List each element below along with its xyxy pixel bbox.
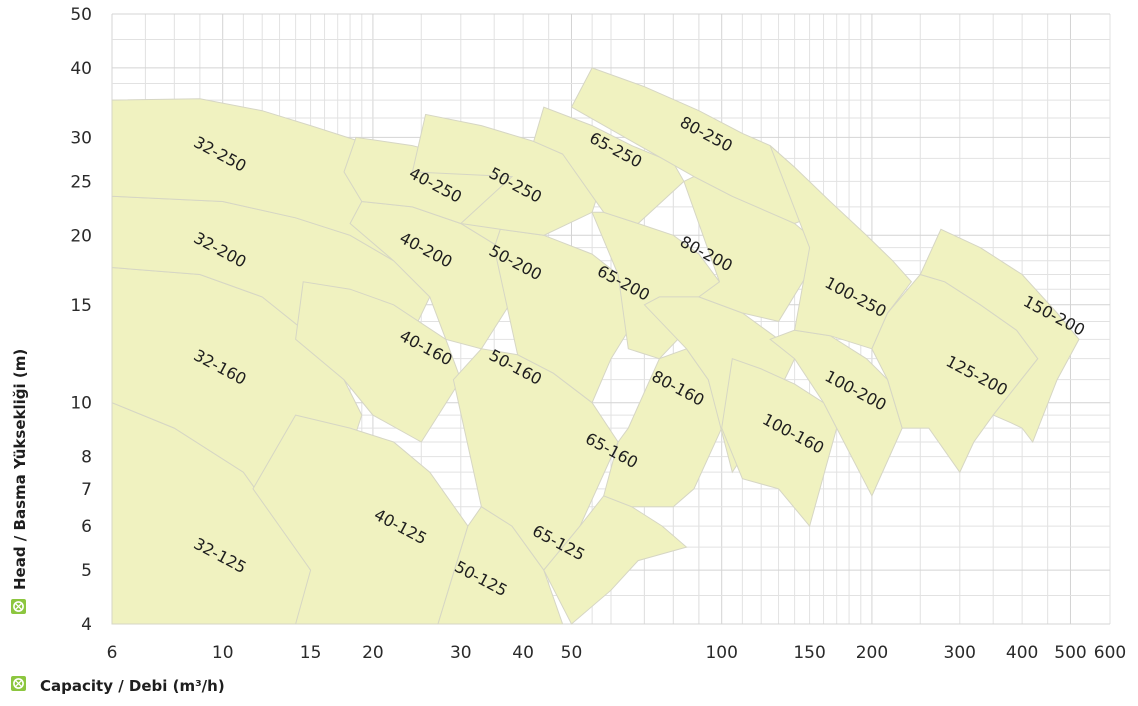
pump-region-65-250 (533, 106, 685, 225)
y-tick-label: 10 (70, 394, 92, 414)
y-axis-title: Head / Basma Yüksekliği (m) (11, 349, 29, 590)
pump-region-40-125 (252, 414, 469, 625)
pump-badge-icon-ring (13, 601, 24, 612)
x-tick-label: 6 (107, 643, 118, 663)
x-tick-label: 30 (450, 643, 472, 663)
pump-badge-icon-cross (14, 602, 23, 611)
y-axis-icon (11, 599, 26, 614)
y-tick-label: 50 (70, 5, 92, 25)
x-tick-label: 300 (944, 643, 976, 663)
pump-region-100-250 (769, 145, 913, 350)
x-tick-label: 50 (561, 643, 583, 663)
x-tick-label: 500 (1054, 643, 1086, 663)
x-tick-label: 200 (856, 643, 888, 663)
y-tick-label: 8 (81, 448, 92, 468)
pump-region-40-160 (295, 281, 462, 443)
y-tick-label: 25 (70, 172, 92, 192)
y-axis-title-group: Head / Basma Yüksekliği (m) (11, 349, 29, 590)
x-axis-icon (11, 676, 26, 691)
y-tick-label: 40 (70, 59, 92, 79)
x-tick-label: 150 (793, 643, 825, 663)
y-tick-label: 4 (81, 615, 92, 635)
x-tick-label: 600 (1094, 643, 1126, 663)
x-tick-label: 100 (705, 643, 737, 663)
y-tick-label: 7 (81, 480, 92, 500)
pump-regions (111, 67, 1080, 625)
x-tick-label: 40 (512, 643, 534, 663)
x-tick-label: 400 (1006, 643, 1038, 663)
y-tick-label: 5 (81, 561, 92, 581)
pump-region-150-200 (919, 228, 1080, 444)
x-tick-label: 15 (300, 643, 322, 663)
y-tick-label: 30 (70, 128, 92, 148)
x-tick-label: 10 (212, 643, 234, 663)
x-axis-title: Capacity / Debi (m³/h) (40, 677, 225, 695)
pump-badge-icon-ring (13, 678, 24, 689)
y-tick-labels: 4 5 6 7 8 10 15 20 25 30 40 50 (70, 5, 92, 635)
y-tick-label: 6 (81, 517, 92, 537)
y-tick-label: 15 (70, 296, 92, 316)
x-tick-label: 20 (362, 643, 384, 663)
y-tick-label: 20 (70, 226, 92, 246)
x-tick-labels: 6 10 15 20 30 40 50 100 150 200 300 400 500 600 (107, 643, 1127, 663)
pump-badge-icon-cross (14, 679, 23, 688)
pump-region-65-125 (543, 495, 688, 625)
